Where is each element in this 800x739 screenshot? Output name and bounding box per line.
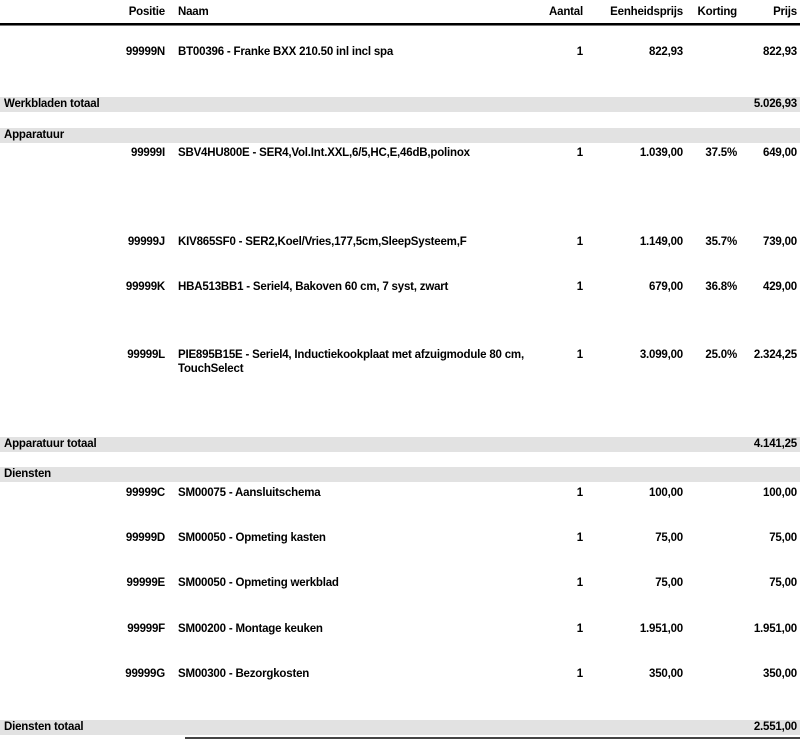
aantal-cell: 1	[576, 147, 583, 159]
prijs-cell: 75,00	[769, 532, 797, 544]
total-value: 5.026,93	[753, 98, 797, 110]
eenheidsprijs-cell: 679,00	[649, 281, 683, 293]
eenheidsprijs-cell: 350,00	[649, 668, 683, 680]
total-value: 4.141,25	[753, 438, 797, 450]
total-label: Diensten totaal	[4, 721, 84, 733]
korting-cell: 25.0%	[705, 349, 737, 361]
prijs-cell: 100,00	[763, 487, 797, 499]
positie-cell: 99999F	[127, 623, 165, 635]
table-header: Positie Naam Aantal Eenheidsprijs Kortin…	[0, 5, 800, 20]
positie-cell: 99999G	[125, 668, 165, 680]
naam-cell: HBA513BB1 - Seriel4, Bakoven 60 cm, 7 sy…	[178, 281, 449, 293]
table-row: 99999K HBA513BB1 - Seriel4, Bakoven 60 cm…	[0, 280, 800, 295]
eenheidsprijs-cell: 1.951,00	[639, 623, 683, 635]
aantal-cell: 1	[576, 623, 583, 635]
table-row: 99999E SM00050 - Opmeting werkblad 1 75,00 7…	[0, 576, 800, 591]
total-value: 2.551,00	[753, 721, 797, 733]
prijs-cell: 739,00	[763, 236, 797, 248]
table-row: 99999C SM00075 - Aansluitschema 1 100,00 100…	[0, 486, 800, 501]
aantal-cell: 1	[576, 487, 583, 499]
aantal-cell: 1	[576, 236, 583, 248]
eenheidsprijs-cell: 1.039,00	[639, 147, 683, 159]
naam-cell: PIE895B15E - Seriel4, Inductiekookplaat …	[178, 349, 524, 375]
naam-cell: SM00200 - Montage keuken	[178, 623, 323, 635]
eenheidsprijs-cell: 75,00	[655, 577, 683, 589]
table-row: 99999J KIV865SF0 - SER2,Koel/Vries,177,5c…	[0, 235, 800, 250]
positie-cell: 99999K	[125, 281, 165, 293]
naam-cell: SM00075 - Aansluitschema	[178, 487, 321, 499]
header-eenheidsprijs: Eenheidsprijs	[610, 6, 683, 18]
header-aantal: Aantal	[549, 6, 583, 18]
aantal-cell: 1	[576, 532, 583, 544]
table-row: 99999N BT00396 - Franke BXX 210.50 inl in…	[0, 45, 800, 60]
positie-cell: 99999N	[125, 46, 165, 58]
table-row: 99999G SM00300 - Bezorgkosten 1 350,00 350,0…	[0, 667, 800, 682]
section-label: Apparatuur	[4, 129, 64, 141]
header-positie: Positie	[128, 6, 166, 18]
section-total-row: Diensten totaal 2.551,00	[0, 720, 800, 735]
prijs-cell: 1.951,00	[753, 623, 797, 635]
prijs-cell: 350,00	[763, 668, 797, 680]
aantal-cell: 1	[576, 281, 583, 293]
header-naam: Naam	[178, 6, 209, 18]
korting-cell: 36.8%	[705, 281, 737, 293]
table-row: 99999F SM00200 - Montage keuken 1 1.951,00 1…	[0, 622, 800, 637]
korting-cell: 37.5%	[705, 147, 737, 159]
header-prijs: Prijs	[773, 6, 797, 18]
eenheidsprijs-cell: 75,00	[655, 532, 683, 544]
prijs-cell: 649,00	[763, 147, 797, 159]
aantal-cell: 1	[576, 577, 583, 589]
eenheidsprijs-cell: 3.099,00	[639, 349, 683, 361]
naam-cell: BT00396 - Franke BXX 210.50 inl incl spa	[178, 46, 394, 58]
positie-cell: 99999L	[127, 349, 165, 361]
prijs-cell: 2.324,25	[753, 349, 797, 361]
table-row: 99999D SM00050 - Opmeting kasten 1 75,00 75,…	[0, 531, 800, 546]
naam-cell: SM00050 - Opmeting kasten	[178, 532, 326, 544]
header-korting: Korting	[697, 6, 738, 18]
aantal-cell: 1	[576, 349, 583, 361]
eenheidsprijs-cell: 822,93	[649, 46, 683, 58]
korting-cell: 35.7%	[705, 236, 737, 248]
bottom-divider	[185, 737, 800, 739]
positie-cell: 99999E	[126, 577, 166, 589]
positie-cell: 99999J	[127, 236, 165, 248]
section-label: Diensten	[4, 468, 51, 480]
table-row: 99999I SBV4HU800E - SER4,Vol.Int.XXL,6/5,…	[0, 146, 800, 161]
naam-cell: SM00050 - Opmeting werkblad	[178, 577, 339, 589]
aantal-cell: 1	[576, 668, 583, 680]
positie-cell: 99999D	[125, 532, 165, 544]
eenheidsprijs-cell: 1.149,00	[639, 236, 683, 248]
section-total-row: Werkbladen totaal 5.026,93	[0, 97, 800, 112]
total-label: Werkbladen totaal	[4, 98, 100, 110]
prijs-cell: 822,93	[763, 46, 797, 58]
naam-cell: KIV865SF0 - SER2,Koel/Vries,177,5cm,Slee…	[178, 236, 467, 248]
naam-cell: SBV4HU800E - SER4,Vol.Int.XXL,6/5,HC,E,4…	[178, 147, 470, 159]
naam-cell: SM00300 - Bezorgkosten	[178, 668, 310, 680]
total-label: Apparatuur totaal	[4, 438, 97, 450]
prijs-cell: 429,00	[763, 281, 797, 293]
positie-cell: 99999I	[131, 147, 165, 159]
aantal-cell: 1	[576, 46, 583, 58]
table-row: 99999L PIE895B15E - Seriel4, Inductiekook…	[0, 348, 800, 375]
eenheidsprijs-cell: 100,00	[649, 487, 683, 499]
section-total-row: Apparatuur totaal 4.141,25	[0, 437, 800, 452]
prijs-cell: 75,00	[769, 577, 797, 589]
section-header-row: Diensten	[0, 467, 800, 482]
header-divider	[0, 23, 800, 26]
section-header-row: Apparatuur	[0, 128, 800, 143]
positie-cell: 99999C	[125, 487, 165, 499]
